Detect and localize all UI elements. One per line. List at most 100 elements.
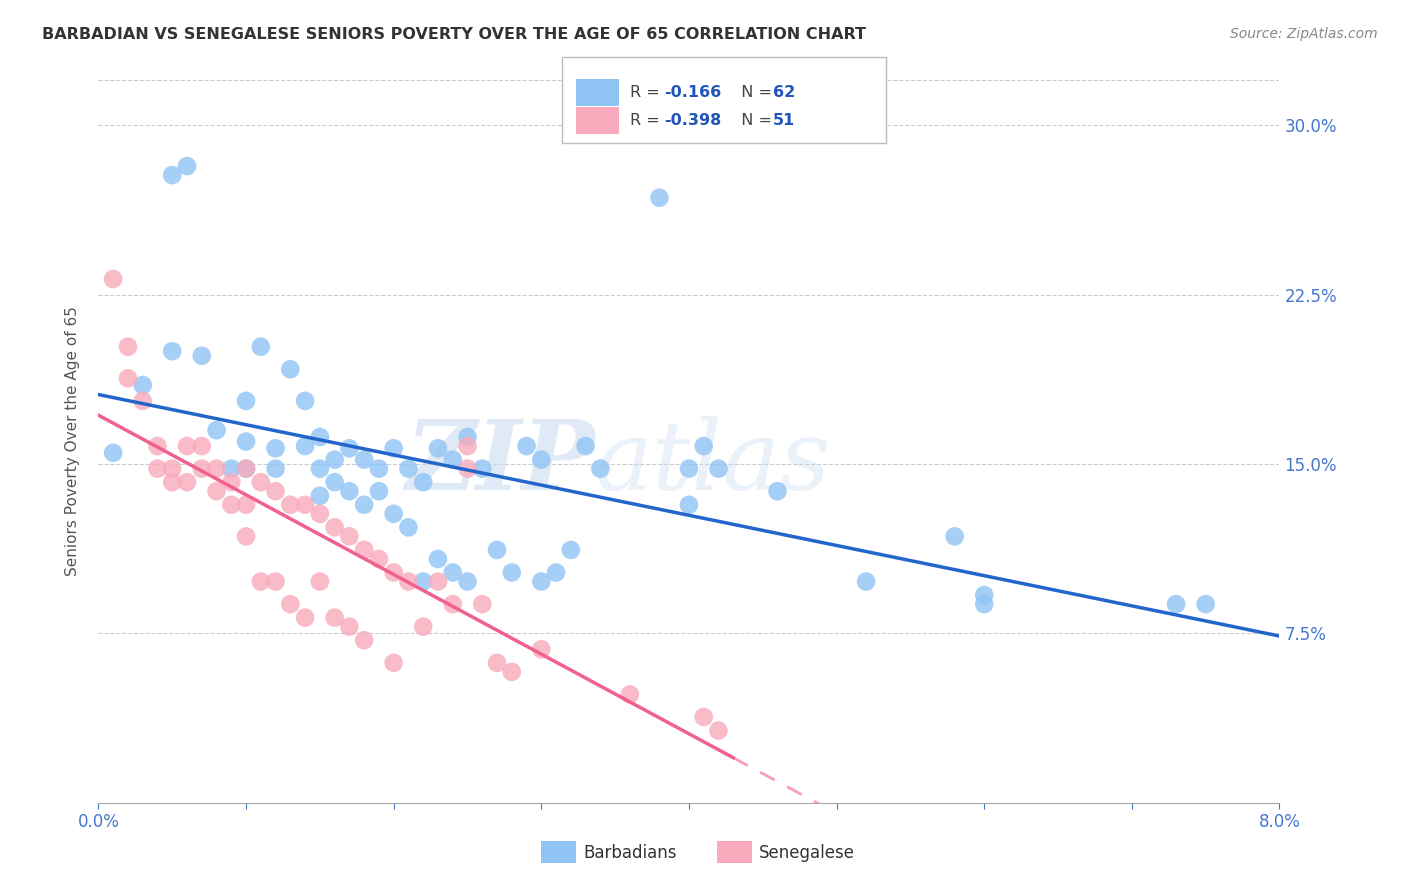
Point xyxy=(146,439,169,453)
Point xyxy=(427,574,450,589)
Point xyxy=(117,340,139,354)
Point xyxy=(280,498,302,512)
Point xyxy=(398,520,420,534)
Point xyxy=(191,439,214,453)
Text: 62: 62 xyxy=(773,86,796,100)
Point xyxy=(235,461,257,475)
Point xyxy=(943,529,966,543)
Point xyxy=(648,191,671,205)
Point xyxy=(323,452,346,467)
Point xyxy=(368,461,391,475)
Point xyxy=(339,484,361,499)
Point xyxy=(693,439,716,453)
Point xyxy=(855,574,877,589)
Point xyxy=(619,687,641,701)
Point xyxy=(339,529,361,543)
Point xyxy=(516,439,538,453)
Point xyxy=(264,484,287,499)
Point xyxy=(323,610,346,624)
Text: -0.398: -0.398 xyxy=(664,113,721,128)
Text: Senegalese: Senegalese xyxy=(759,844,855,862)
Point xyxy=(294,498,316,512)
Text: N =: N = xyxy=(731,113,778,128)
Point xyxy=(162,168,183,182)
Point xyxy=(280,597,302,611)
Point xyxy=(766,484,789,499)
Point xyxy=(235,434,257,449)
Point xyxy=(398,574,420,589)
Point xyxy=(294,439,316,453)
Point xyxy=(546,566,568,580)
Point xyxy=(353,452,375,467)
Point xyxy=(693,710,716,724)
Point xyxy=(353,542,375,557)
Text: ZIP: ZIP xyxy=(405,417,595,510)
Point xyxy=(264,442,287,456)
Point xyxy=(117,371,139,385)
Point xyxy=(162,475,183,490)
Text: atlas: atlas xyxy=(595,417,831,510)
Point xyxy=(530,452,553,467)
Point xyxy=(205,484,228,499)
Point xyxy=(560,542,582,557)
Point xyxy=(205,461,228,475)
Point xyxy=(1195,597,1218,611)
Point xyxy=(427,552,450,566)
Point xyxy=(235,529,257,543)
Point xyxy=(353,498,375,512)
Point xyxy=(176,439,198,453)
Point xyxy=(412,620,434,634)
Point xyxy=(471,597,494,611)
Point xyxy=(589,461,612,475)
Point xyxy=(678,461,700,475)
Text: 51: 51 xyxy=(773,113,796,128)
Point xyxy=(235,461,257,475)
Point xyxy=(309,507,332,521)
Point xyxy=(264,461,287,475)
Point xyxy=(412,574,434,589)
Point xyxy=(382,566,405,580)
Point xyxy=(707,461,730,475)
Point xyxy=(530,574,553,589)
Point xyxy=(678,498,700,512)
Point xyxy=(471,461,494,475)
Point xyxy=(162,344,183,359)
Point xyxy=(707,723,730,738)
Y-axis label: Seniors Poverty Over the Age of 65: Seniors Poverty Over the Age of 65 xyxy=(65,307,80,576)
Point xyxy=(441,566,464,580)
Point xyxy=(501,665,523,679)
Point xyxy=(501,566,523,580)
Point xyxy=(457,461,479,475)
Point xyxy=(486,656,509,670)
Point xyxy=(205,423,228,437)
Point xyxy=(323,475,346,490)
Point xyxy=(973,597,995,611)
Point xyxy=(353,633,375,648)
Point xyxy=(1166,597,1188,611)
Point xyxy=(176,475,198,490)
Point xyxy=(250,340,273,354)
Point xyxy=(162,461,183,475)
Point xyxy=(235,393,257,408)
Point xyxy=(368,484,391,499)
Point xyxy=(264,574,287,589)
Point xyxy=(280,362,302,376)
Point xyxy=(103,446,125,460)
Point xyxy=(250,574,273,589)
Point xyxy=(575,439,598,453)
Point xyxy=(191,461,214,475)
Point xyxy=(339,620,361,634)
Point xyxy=(103,272,125,286)
Point xyxy=(250,475,273,490)
Point xyxy=(382,656,405,670)
Point xyxy=(132,393,155,408)
Point xyxy=(323,520,346,534)
Text: Barbadians: Barbadians xyxy=(583,844,678,862)
Point xyxy=(309,489,332,503)
Point xyxy=(221,461,243,475)
Point xyxy=(382,507,405,521)
Point xyxy=(132,378,155,392)
Point xyxy=(221,475,243,490)
Text: R =: R = xyxy=(630,86,665,100)
Point xyxy=(412,475,434,490)
